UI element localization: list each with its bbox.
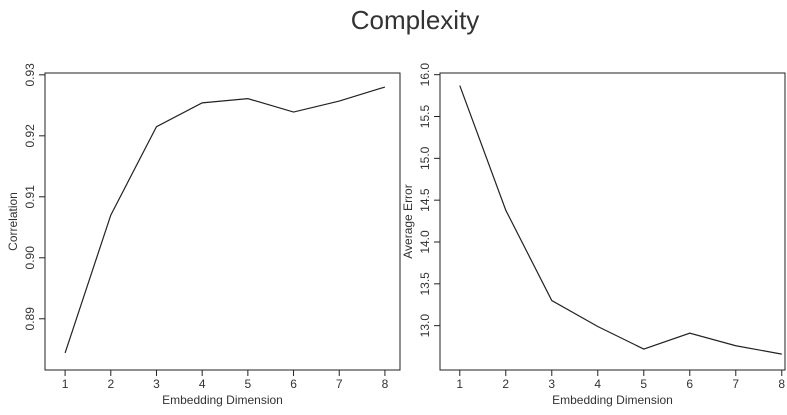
x-tick-label: 4 [594, 377, 601, 391]
y-tick-label: 14.5 [418, 188, 432, 212]
x-tick-label: 3 [548, 377, 555, 391]
x-axis-label: Embedding Dimension [162, 393, 283, 407]
plot-frame [439, 72, 786, 371]
x-tick-label: 5 [640, 377, 647, 391]
figure-title: Complexity [351, 5, 480, 35]
y-tick-label: 15.5 [418, 105, 432, 129]
data-line [64, 86, 386, 354]
x-tick-label: 3 [153, 377, 160, 391]
x-tick-label: 1 [62, 377, 69, 391]
x-tick-label: 2 [107, 377, 114, 391]
x-tick-label: 1 [456, 377, 463, 391]
y-axis-label: Average Error [401, 184, 415, 258]
x-tick-label: 8 [778, 377, 785, 391]
y-axis-label: Correlation [6, 192, 20, 251]
x-tick-label: 7 [732, 377, 739, 391]
y-tick-label: 14.0 [418, 230, 432, 254]
y-tick-label: 13.0 [418, 314, 432, 338]
x-axis-label: Embedding Dimension [552, 393, 673, 407]
y-tick-label: 16.0 [418, 63, 432, 87]
x-tick-label: 6 [290, 377, 297, 391]
y-tick-label: 13.5 [418, 272, 432, 296]
x-tick-label: 4 [199, 377, 206, 391]
data-line [459, 85, 782, 355]
x-tick-label: 5 [245, 377, 252, 391]
x-tick-label: 7 [336, 377, 343, 391]
y-tick-label: 0.93 [23, 63, 37, 87]
x-tick-label: 2 [502, 377, 509, 391]
y-tick-label: 0.91 [23, 185, 37, 209]
x-tick-label: 6 [686, 377, 693, 391]
x-tick-label: 8 [382, 377, 389, 391]
y-tick-label: 0.92 [23, 124, 37, 148]
y-tick-label: 0.89 [23, 307, 37, 331]
y-tick-label: 15.0 [418, 146, 432, 170]
plot-frame [44, 72, 401, 371]
y-tick-label: 0.90 [23, 246, 37, 270]
